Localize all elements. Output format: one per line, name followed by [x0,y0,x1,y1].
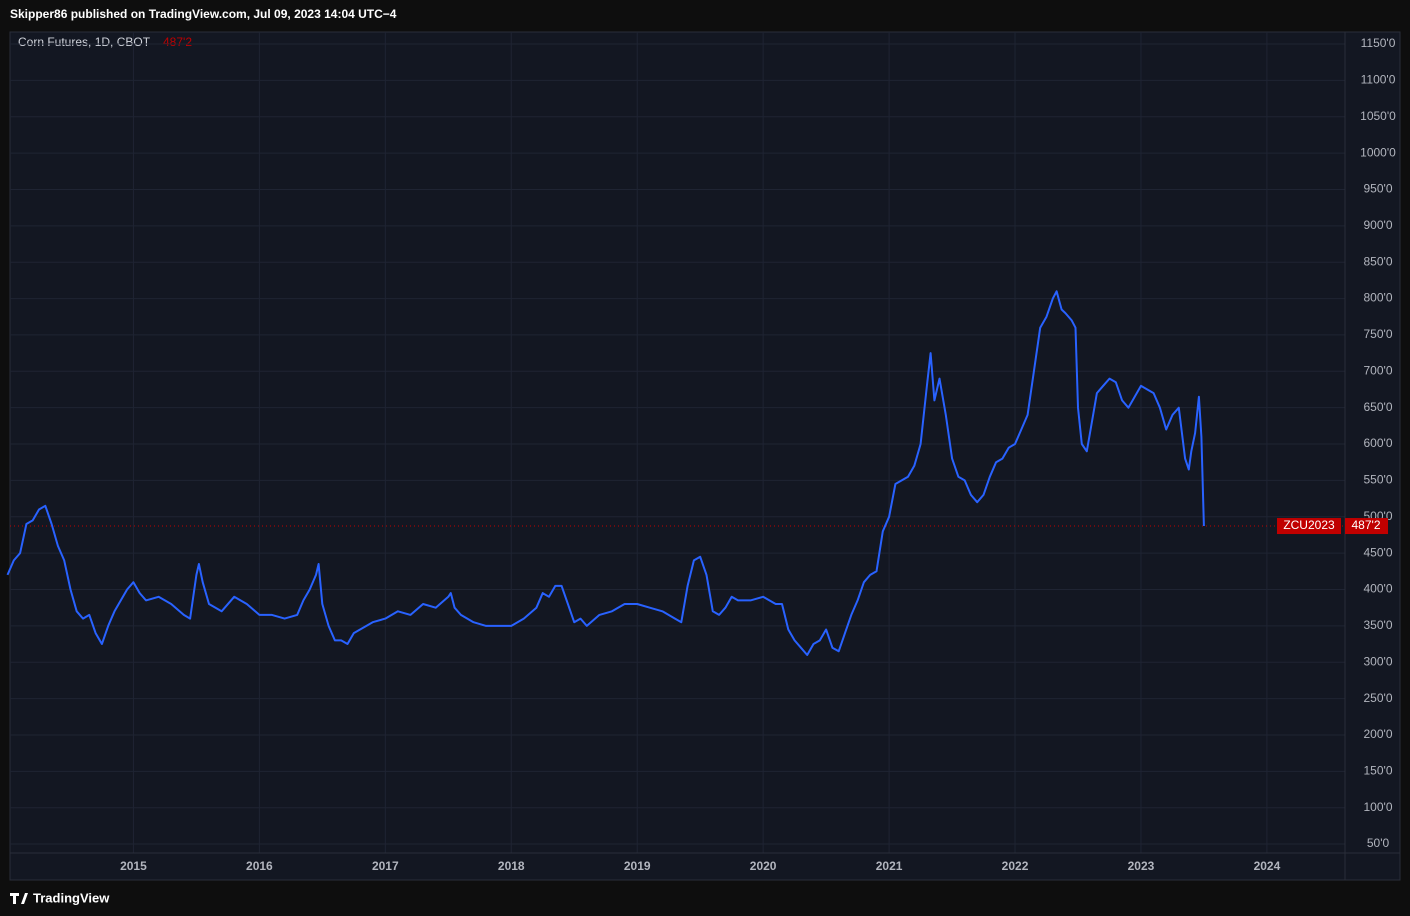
logo-icon [10,893,28,904]
y-tick-label: 250'0 [1364,691,1393,705]
x-tick-label: 2022 [1002,859,1029,873]
x-tick-label: 2018 [498,859,525,873]
x-tick-label: 2020 [750,859,777,873]
footer-brand: TradingView [33,890,110,905]
y-tick-label: 1100'0 [1361,73,1396,87]
y-tick-label: 900'0 [1364,218,1393,232]
y-tick-label: 100'0 [1364,800,1393,814]
chart-panel [9,31,1401,881]
y-tick-label: 1000'0 [1360,145,1396,159]
y-tick-label: 850'0 [1364,254,1393,268]
symbol-tag-text: ZCU2023 [1283,518,1335,532]
y-tick-label: 200'0 [1364,727,1393,741]
footer-logo [10,893,28,904]
x-tick-label: 2019 [624,859,651,873]
x-tick-label: 2015 [120,859,147,873]
header: Skipper86 published on TradingView.com, … [10,7,397,21]
y-tick-label: 750'0 [1364,327,1393,341]
y-tick-label: 800'0 [1364,291,1393,305]
y-tick-label: 600'0 [1364,436,1393,450]
y-tick-label: 50'0 [1367,836,1390,850]
y-tick-label: 1150'0 [1361,36,1396,50]
y-tick-label: 400'0 [1364,582,1393,596]
price-tag [1345,518,1388,535]
y-tick-label: 150'0 [1364,763,1393,777]
x-tick-label: 2023 [1128,859,1155,873]
chart-title: Corn Futures, 1D, CBOT [18,35,151,49]
y-tick-label: 350'0 [1364,618,1393,632]
y-tick-label: 1050'0 [1360,109,1396,123]
y-tick-label: 650'0 [1364,400,1393,414]
price-line [6,290,1205,656]
title-price: 487'2 [163,35,192,49]
y-tick-label: 550'0 [1364,473,1393,487]
y-tick-label: 950'0 [1364,182,1393,196]
x-tick-label: 2017 [372,859,399,873]
x-tick-label: 2024 [1254,859,1281,873]
price-tag-text: 487'2 [1352,518,1381,532]
y-tick-label: 300'0 [1364,654,1393,668]
y-tick-label: 700'0 [1364,363,1393,377]
x-tick-label: 2021 [876,859,903,873]
x-tick-label: 2016 [246,859,273,873]
symbol-tag [1277,518,1341,535]
y-tick-label: 450'0 [1364,545,1393,559]
